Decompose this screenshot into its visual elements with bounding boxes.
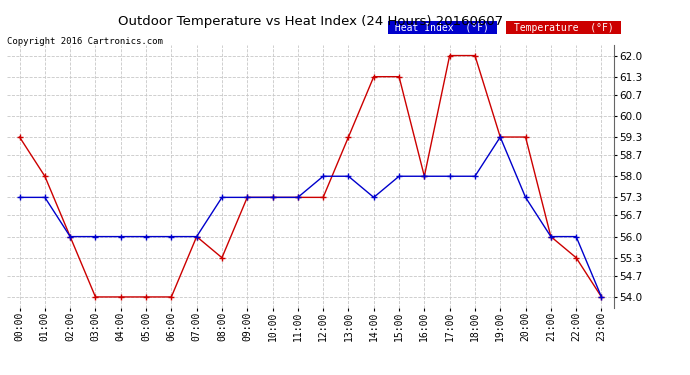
Text: Temperature  (°F): Temperature (°F) (508, 23, 620, 33)
Text: Outdoor Temperature vs Heat Index (24 Hours) 20160607: Outdoor Temperature vs Heat Index (24 Ho… (118, 15, 503, 28)
Text: Heat Index  (°F): Heat Index (°F) (389, 23, 495, 33)
Text: Copyright 2016 Cartronics.com: Copyright 2016 Cartronics.com (7, 38, 163, 46)
